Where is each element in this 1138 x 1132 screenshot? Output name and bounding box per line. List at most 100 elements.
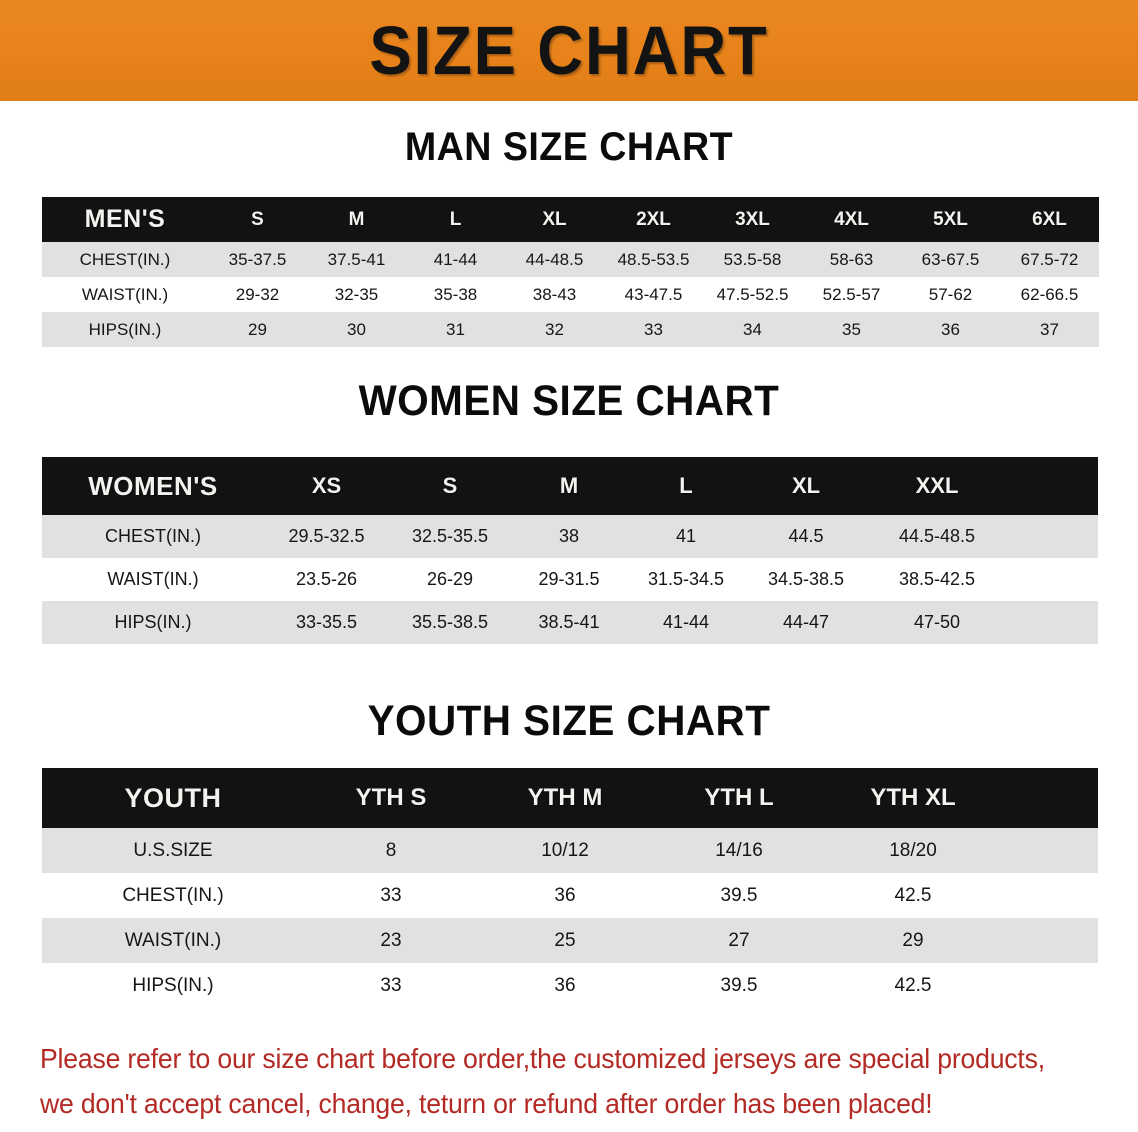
women-chest-m: 38 — [558, 526, 580, 546]
youth-row-label-hips: HIPS(IN.) — [132, 974, 214, 996]
women-waist-l: 31.5-34.5 — [647, 569, 725, 589]
youth-chest-yth-s: 33 — [380, 884, 402, 906]
youth-row-label-us-size: U.S.SIZE — [133, 839, 213, 861]
page-banner: SIZE CHART — [0, 0, 1138, 101]
table-row: U.S.SIZE 8 10/12 14/16 18/20 — [42, 828, 1098, 873]
table-row: WAIST(IN.) 23 25 27 29 — [42, 918, 1098, 963]
man-waist-xl: 38-43 — [532, 284, 577, 304]
youth-header-spacer — [1000, 768, 1098, 828]
man-col-header-xl: XL — [542, 208, 567, 230]
women-corner-label: WOMEN'S — [88, 470, 218, 501]
women-col-header-s: S — [442, 473, 458, 498]
man-chest-4xl: 58-63 — [829, 249, 874, 269]
youth-hips-spacer — [1000, 963, 1098, 1008]
women-row-label-chest: CHEST(IN.) — [105, 526, 201, 546]
women-waist-spacer — [1007, 558, 1098, 601]
women-size-table: WOMEN'S XS S M L XL XXL CHEST(IN.) 29.5-… — [42, 457, 1098, 644]
man-chest-6xl: 67.5-72 — [1020, 249, 1079, 269]
man-hips-4xl: 35 — [842, 319, 861, 339]
man-waist-3xl: 47.5-52.5 — [716, 284, 789, 304]
table-row: CHEST(IN.) 29.5-32.5 32.5-35.5 38 41 44.… — [42, 515, 1098, 558]
women-waist-xxl: 38.5-42.5 — [898, 569, 976, 589]
page-title: SIZE CHART — [369, 12, 769, 89]
youth-row-label-chest: CHEST(IN.) — [122, 884, 224, 906]
table-row: HIPS(IN.) 33-35.5 35.5-38.5 38.5-41 41-4… — [42, 601, 1098, 644]
man-hips-l: 31 — [446, 319, 465, 339]
youth-hips-yth-m: 36 — [554, 974, 576, 996]
youth-waist-yth-m: 25 — [554, 929, 576, 951]
youth-hips-yth-xl: 42.5 — [894, 974, 932, 996]
women-col-header-l: L — [679, 473, 693, 498]
youth-corner-label: YOUTH — [124, 782, 222, 813]
man-chest-2xl: 48.5-53.5 — [617, 249, 690, 269]
table-row: CHEST(IN.) 33 36 39.5 42.5 — [42, 873, 1098, 918]
footer-line-1: Please refer to our size chart before or… — [40, 1043, 1045, 1074]
youth-size-table: YOUTH YTH S YTH M YTH L YTH XL U.S.SIZE … — [42, 768, 1098, 1008]
man-col-header-2xl: 2XL — [636, 208, 671, 230]
man-hips-5xl: 36 — [941, 319, 960, 339]
women-row-label-hips: HIPS(IN.) — [114, 612, 192, 632]
footer-disclaimer: Please refer to our size chart before or… — [40, 1036, 1057, 1126]
youth-col-header-yth-l: YTH L — [704, 784, 774, 811]
man-waist-5xl: 57-62 — [928, 284, 973, 304]
man-waist-s: 29-32 — [235, 284, 280, 304]
women-waist-m: 29-31.5 — [538, 569, 600, 589]
man-col-header-l: L — [449, 208, 462, 230]
table-row: WAIST(IN.) 29-32 32-35 35-38 38-43 43-47… — [42, 277, 1099, 312]
youth-waist-yth-s: 23 — [380, 929, 402, 951]
man-waist-6xl: 62-66.5 — [1020, 284, 1079, 304]
women-col-header-m: M — [559, 473, 579, 498]
women-waist-s: 26-29 — [426, 569, 474, 589]
women-hips-xl: 44-47 — [782, 612, 830, 632]
youth-hips-yth-s: 33 — [380, 974, 402, 996]
women-chest-spacer — [1007, 515, 1098, 558]
man-hips-xl: 32 — [545, 319, 564, 339]
youth-ussize-yth-l: 14/16 — [715, 839, 763, 861]
man-table-header-row: MEN'S S M L XL 2XL 3XL 4XL 5XL 6XL — [42, 197, 1099, 242]
women-chest-xl: 44.5 — [788, 526, 824, 546]
youth-hips-yth-l: 39.5 — [720, 974, 758, 996]
women-row-label-waist: WAIST(IN.) — [107, 569, 199, 589]
table-row: HIPS(IN.) 29 30 31 32 33 34 35 36 37 — [42, 312, 1099, 347]
women-col-header-xxl: XXL — [915, 473, 959, 498]
youth-ussize-yth-s: 8 — [385, 839, 397, 861]
man-col-header-m: M — [348, 208, 365, 230]
youth-col-header-yth-s: YTH S — [355, 784, 427, 811]
man-hips-6xl: 37 — [1040, 319, 1059, 339]
man-col-header-5xl: 5XL — [933, 208, 968, 230]
women-chest-s: 32.5-35.5 — [411, 526, 489, 546]
youth-ussize-yth-m: 10/12 — [541, 839, 589, 861]
women-section-heading: WOMEN SIZE CHART — [358, 377, 780, 425]
women-hips-spacer — [1007, 601, 1098, 644]
man-col-header-3xl: 3XL — [735, 208, 770, 230]
women-col-header-xs: XS — [311, 473, 342, 498]
youth-col-header-yth-m: YTH M — [527, 784, 603, 811]
man-section-heading: MAN SIZE CHART — [404, 125, 734, 169]
women-waist-xs: 23.5-26 — [295, 569, 358, 589]
man-chest-xl: 44-48.5 — [525, 249, 584, 269]
youth-col-header-yth-xl: YTH XL — [870, 784, 956, 811]
man-col-header-s: S — [251, 208, 264, 230]
man-waist-2xl: 43-47.5 — [624, 284, 683, 304]
man-size-table: MEN'S S M L XL 2XL 3XL 4XL 5XL 6XL CHEST… — [42, 197, 1099, 347]
man-hips-2xl: 33 — [644, 319, 663, 339]
youth-row-label-waist: WAIST(IN.) — [124, 929, 222, 951]
man-chest-l: 41-44 — [433, 249, 478, 269]
youth-chest-yth-xl: 42.5 — [894, 884, 932, 906]
women-hips-m: 38.5-41 — [538, 612, 600, 632]
table-row: HIPS(IN.) 33 36 39.5 42.5 — [42, 963, 1098, 1008]
women-chest-xxl: 44.5-48.5 — [898, 526, 976, 546]
man-hips-3xl: 34 — [743, 319, 762, 339]
man-waist-4xl: 52.5-57 — [822, 284, 881, 304]
man-hips-m: 30 — [347, 319, 366, 339]
table-row: WAIST(IN.) 23.5-26 26-29 29-31.5 31.5-34… — [42, 558, 1098, 601]
youth-waist-yth-xl: 29 — [902, 929, 924, 951]
women-chest-l: 41 — [675, 526, 697, 546]
women-table-header-row: WOMEN'S XS S M L XL XXL — [42, 457, 1098, 515]
women-chest-xs: 29.5-32.5 — [288, 526, 365, 546]
man-chest-3xl: 53.5-58 — [723, 249, 782, 269]
women-header-spacer — [1007, 457, 1098, 515]
youth-chest-yth-l: 39.5 — [720, 884, 758, 906]
women-hips-l: 41-44 — [662, 612, 710, 632]
